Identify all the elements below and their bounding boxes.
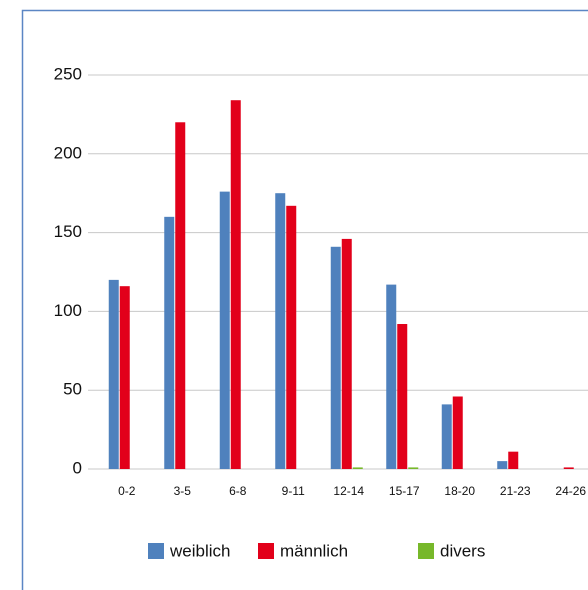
bar: [508, 451, 519, 469]
legend-swatch: [148, 543, 164, 559]
bar: [119, 286, 130, 469]
bar: [164, 216, 175, 469]
x-tick-label: 18-20: [444, 484, 475, 498]
bar: [286, 205, 297, 470]
bar: [275, 193, 286, 469]
x-tick-label: 21-23: [500, 484, 531, 498]
legend-swatch: [258, 543, 274, 559]
bar: [352, 467, 363, 469]
bar: [341, 238, 352, 469]
bar: [108, 279, 119, 469]
x-tick-label: 3-5: [174, 484, 192, 498]
x-tick-label: 15-17: [389, 484, 420, 498]
x-tick-label: 6-8: [229, 484, 247, 498]
legend-label: divers: [440, 541, 485, 560]
legend-label: männlich: [280, 541, 348, 560]
bar: [441, 404, 452, 469]
bar: [230, 100, 241, 469]
y-tick-label: 200: [54, 143, 82, 162]
legend-swatch: [418, 543, 434, 559]
x-tick-label: 0-2: [118, 484, 136, 498]
bar: [452, 396, 463, 469]
bar: [219, 191, 230, 469]
bar: [408, 467, 419, 469]
x-tick-label: 12-14: [333, 484, 364, 498]
x-tick-label: 9-11: [282, 484, 305, 498]
bar: [397, 324, 408, 469]
y-tick-label: 0: [73, 458, 82, 477]
y-tick-label: 100: [54, 301, 82, 320]
legend-label: weiblich: [169, 541, 230, 560]
y-tick-label: 150: [54, 222, 82, 241]
bar: [175, 122, 186, 469]
bar: [330, 246, 341, 469]
bar: [386, 284, 397, 469]
bar: [497, 461, 508, 469]
y-tick-label: 50: [63, 380, 82, 399]
bar: [563, 467, 574, 469]
y-tick-label: 250: [54, 64, 82, 83]
x-tick-label: 24-26: [555, 484, 586, 498]
chart-frame: [21, 9, 588, 590]
